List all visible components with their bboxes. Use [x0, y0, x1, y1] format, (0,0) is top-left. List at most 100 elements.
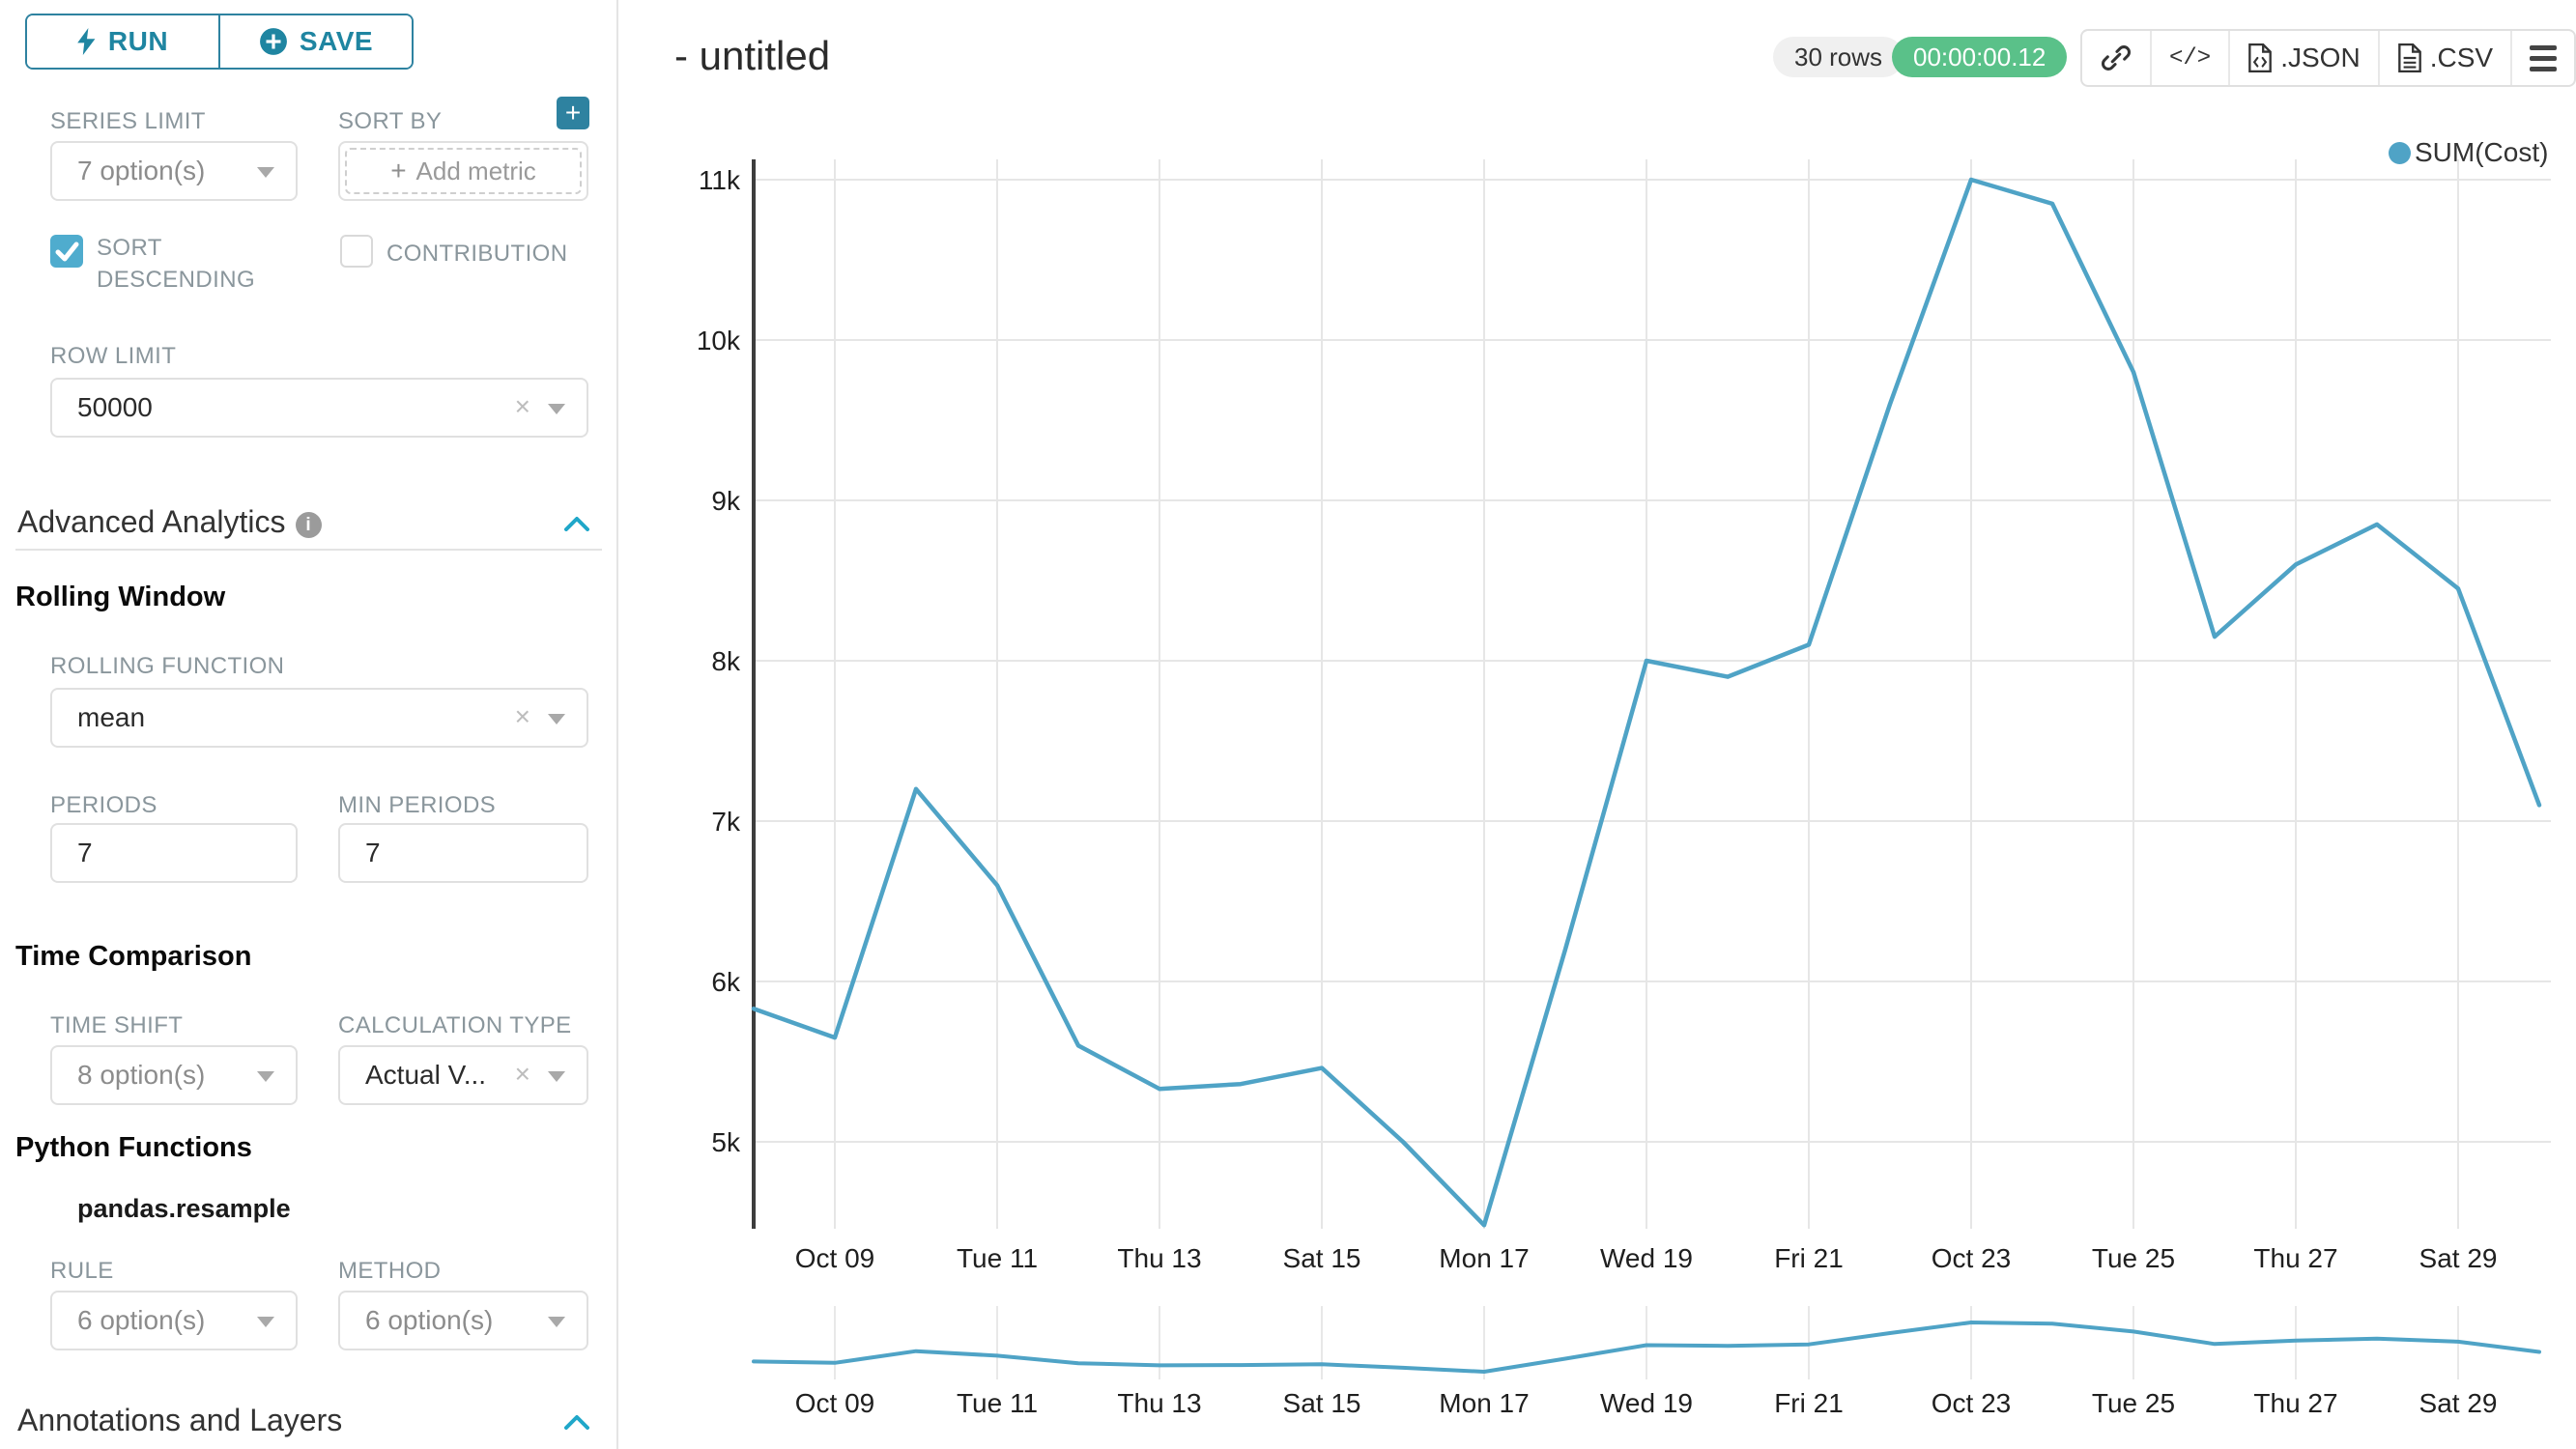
mini-x-axis-tick-label: Wed 19 — [1600, 1388, 1693, 1418]
y-axis-tick-label: 5k — [711, 1127, 741, 1157]
advanced-analytics-title: Advanced Analytics — [17, 504, 286, 539]
method-select[interactable]: 6 option(s) — [338, 1291, 588, 1350]
mini-x-axis-tick-label: Oct 23 — [1932, 1388, 2011, 1418]
mini-chart-brush[interactable] — [734, 1299, 2561, 1386]
rule-select[interactable]: 6 option(s) — [50, 1291, 298, 1350]
run-save-button-group: RUN SAVE — [25, 14, 414, 70]
rolling-function-select[interactable]: mean × — [50, 688, 588, 748]
y-axis-tick-label: 8k — [711, 646, 741, 676]
min-periods-input[interactable]: 7 — [338, 823, 588, 883]
json-file-icon — [2248, 43, 2273, 73]
mini-x-axis-tick-label: Mon 17 — [1439, 1388, 1529, 1418]
x-axis-tick-label: Sat 15 — [1283, 1243, 1361, 1273]
chart-menu-button[interactable] — [2510, 31, 2574, 85]
row-limit-select[interactable]: 50000 × — [50, 378, 588, 438]
add-metric-dropzone[interactable]: + Add metric — [345, 148, 582, 194]
x-axis-tick-label: Thu 13 — [1117, 1243, 1201, 1273]
y-axis-tick-label: 7k — [711, 807, 741, 837]
rule-label: RULE — [50, 1258, 114, 1284]
x-axis-tick-label: Oct 23 — [1932, 1243, 2011, 1273]
save-button-label: SAVE — [299, 26, 374, 56]
timer-badge: 00:00:00.12 — [1892, 37, 2068, 77]
python-functions-title: Python Functions — [15, 1132, 252, 1163]
legend-series-name: SUM(Cost) — [2415, 137, 2549, 167]
chart-legend[interactable]: SUM(Cost) — [2389, 137, 2548, 168]
mini-x-axis-tick-label: Thu 27 — [2253, 1388, 2337, 1418]
rule-value: 6 option(s) — [77, 1305, 206, 1335]
y-axis-tick-label: 9k — [711, 486, 741, 516]
x-axis-tick-label: Tue 11 — [957, 1243, 1038, 1273]
pandas-resample-label: pandas.resample — [77, 1194, 291, 1223]
annotations-title: Annotations and Layers — [17, 1403, 343, 1437]
info-icon: i — [295, 512, 322, 538]
check-icon — [55, 242, 79, 262]
csv-file-icon — [2397, 43, 2421, 73]
clear-icon[interactable]: × — [514, 391, 530, 421]
chevron-down-icon — [257, 1071, 274, 1082]
run-button-label: RUN — [107, 26, 169, 56]
row-limit-label: ROW LIMIT — [50, 343, 177, 369]
y-axis-tick-label: 11k — [699, 165, 741, 195]
chart-canvas[interactable] — [638, 155, 2561, 1236]
plus-icon: + — [564, 98, 582, 128]
mini-x-axis-tick-label: Sat 15 — [1283, 1388, 1361, 1418]
time-shift-select[interactable]: 8 option(s) — [50, 1045, 298, 1105]
advanced-analytics-header[interactable]: Advanced Analytics i — [17, 504, 322, 540]
series-limit-label: SERIES LIMIT — [50, 108, 206, 134]
mini-x-axis-tick-label: Thu 13 — [1117, 1388, 1201, 1418]
calculation-type-value: Actual V... — [365, 1060, 487, 1090]
section-divider — [15, 549, 602, 551]
rows-badge: 30 rows — [1773, 37, 1904, 77]
add-metric-placeholder: Add metric — [415, 156, 536, 185]
method-label: METHOD — [338, 1258, 442, 1284]
annotations-header[interactable]: Annotations and Layers — [17, 1403, 342, 1438]
run-button[interactable]: RUN — [27, 15, 218, 68]
series-limit-select[interactable]: 7 option(s) — [50, 141, 298, 201]
chevron-up-icon[interactable] — [564, 516, 589, 531]
contribution-label: CONTRIBUTION — [386, 241, 568, 267]
contribution-checkbox[interactable] — [340, 235, 373, 268]
x-axis-tick-label: Oct 09 — [795, 1243, 874, 1273]
link-icon — [2102, 45, 2131, 71]
mini-x-axis-tick-label: Tue 25 — [2092, 1388, 2175, 1418]
chevron-down-icon — [548, 1317, 565, 1327]
min-periods-label: MIN PERIODS — [338, 792, 497, 818]
y-axis-tick-label: 6k — [711, 967, 741, 997]
rolling-function-value: mean — [77, 702, 146, 732]
periods-label: PERIODS — [50, 792, 157, 818]
periods-input[interactable]: 7 — [50, 823, 298, 883]
export-json-button[interactable]: .JSON — [2228, 31, 2377, 85]
mini-x-axis-tick-label: Sat 29 — [2419, 1388, 2498, 1418]
menu-icon — [2530, 44, 2558, 71]
clear-icon[interactable]: × — [514, 1059, 530, 1089]
x-axis-tick-label: Thu 27 — [2253, 1243, 2337, 1273]
save-button[interactable]: SAVE — [218, 15, 412, 68]
export-toolbar: </> .JSON .CSV — [2080, 29, 2576, 87]
add-sort-metric-button[interactable]: + — [557, 97, 589, 129]
chevron-down-icon — [548, 714, 565, 724]
sort-descending-checkbox[interactable] — [50, 235, 83, 268]
chevron-down-icon — [257, 167, 274, 178]
sort-by-field[interactable]: + Add metric — [338, 141, 588, 201]
chevron-down-icon — [548, 404, 565, 414]
plus-icon: + — [390, 156, 407, 185]
mini-x-axis-tick-label: Fri 21 — [1774, 1388, 1844, 1418]
mini-cost-line-series — [752, 1321, 2541, 1374]
rolling-function-label: ROLLING FUNCTION — [50, 653, 285, 679]
chart-title[interactable]: - untitled — [674, 33, 831, 78]
cost-line-series — [751, 177, 2542, 1228]
calculation-type-label: CALCULATION TYPE — [338, 1012, 572, 1038]
calculation-type-select[interactable]: Actual V... × — [338, 1045, 588, 1105]
embed-code-button[interactable]: </> — [2150, 31, 2228, 85]
x-axis-tick-label: Wed 19 — [1600, 1243, 1693, 1273]
export-csv-button[interactable]: .CSV — [2377, 31, 2510, 85]
lightning-icon — [77, 28, 96, 55]
y-axis-tick-label: 10k — [697, 326, 741, 355]
plus-circle-icon — [259, 28, 287, 55]
legend-dot-icon — [2389, 141, 2411, 164]
clear-icon[interactable]: × — [514, 701, 530, 731]
chevron-up-icon[interactable] — [564, 1414, 589, 1430]
time-shift-label: TIME SHIFT — [50, 1012, 184, 1038]
copy-link-button[interactable] — [2082, 31, 2150, 85]
